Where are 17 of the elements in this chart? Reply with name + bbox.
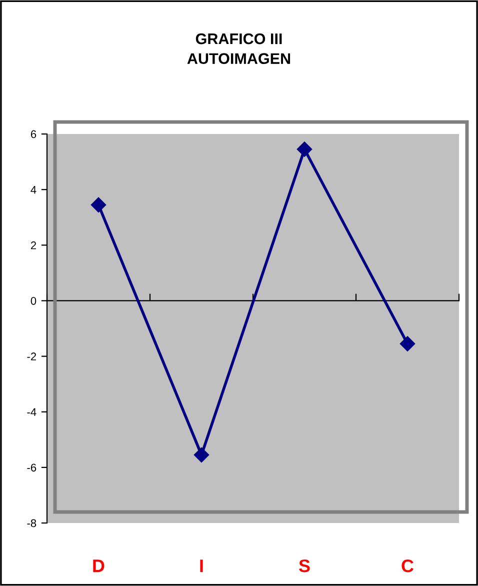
point xyxy=(194,447,210,462)
x-tick-label: I xyxy=(200,560,203,572)
y-tick-label: -8 xyxy=(27,519,36,528)
y-tick-label: -2 xyxy=(27,352,36,360)
chart-title: GRAFICO III AUTOIMAGEN xyxy=(187,33,290,64)
y-tick-label: 0 xyxy=(30,296,36,305)
point xyxy=(400,336,416,352)
x-tick-label: D xyxy=(93,560,104,572)
y-tick-label: 6 xyxy=(30,130,36,138)
x-tick-label: C xyxy=(402,559,414,572)
point xyxy=(296,142,312,157)
y-tick-label: -6 xyxy=(27,464,36,472)
x-tick-label: S xyxy=(298,559,310,572)
y-tick-label: 2 xyxy=(30,241,36,250)
y-tick-label: -4 xyxy=(27,408,36,416)
point xyxy=(90,197,106,212)
y-tick-label: 4 xyxy=(30,186,36,194)
